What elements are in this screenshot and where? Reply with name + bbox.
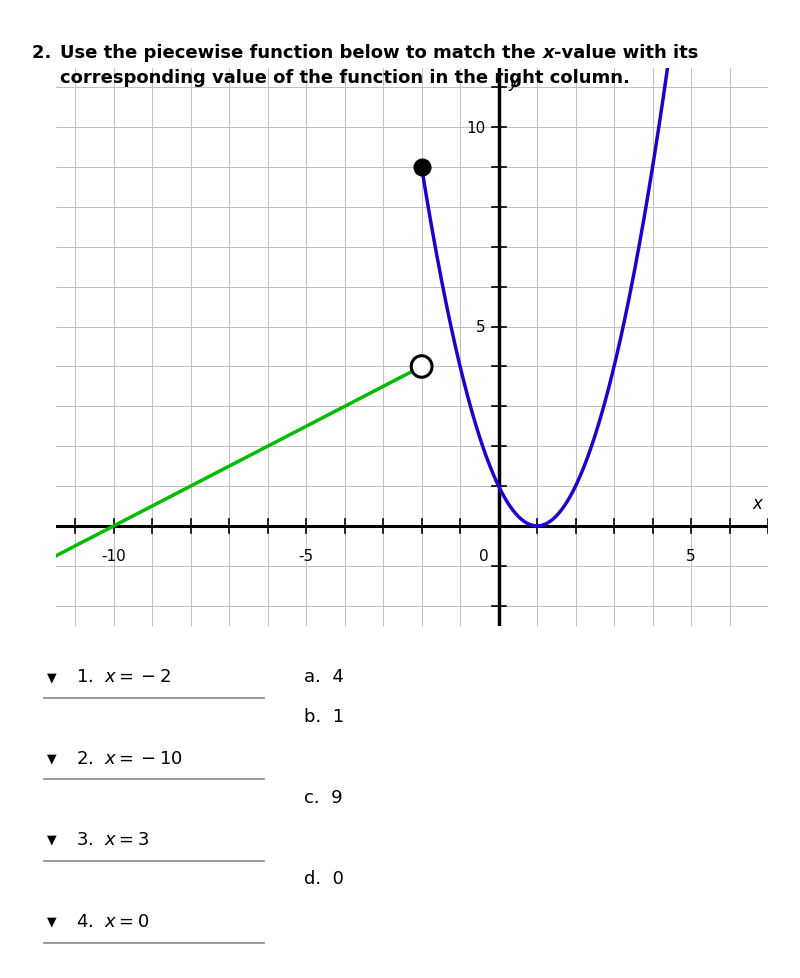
Text: ▼: ▼ bbox=[47, 670, 57, 684]
Text: Use the piecewise function below to match the: Use the piecewise function below to matc… bbox=[60, 44, 542, 62]
Text: 2.  $x = -10$: 2. $x = -10$ bbox=[76, 749, 183, 767]
Text: 5: 5 bbox=[475, 320, 485, 334]
Text: ▼: ▼ bbox=[47, 914, 57, 928]
Text: -5: -5 bbox=[298, 549, 314, 563]
Text: corresponding value of the function in the right column.: corresponding value of the function in t… bbox=[60, 68, 630, 86]
Text: 10: 10 bbox=[466, 120, 485, 136]
Circle shape bbox=[411, 356, 432, 378]
Text: -value with its: -value with its bbox=[554, 44, 698, 62]
Text: a.  4: a. 4 bbox=[304, 668, 344, 686]
Text: b.  1: b. 1 bbox=[304, 707, 344, 725]
Text: ▼: ▼ bbox=[47, 751, 57, 765]
Text: ▼: ▼ bbox=[47, 832, 57, 846]
Text: 1.  $x = -2$: 1. $x = -2$ bbox=[76, 668, 171, 686]
Text: 3.  $x = 3$: 3. $x = 3$ bbox=[76, 830, 150, 848]
Text: 5: 5 bbox=[686, 549, 696, 563]
Text: 0: 0 bbox=[479, 549, 489, 563]
Text: d.  0: d. 0 bbox=[304, 869, 344, 887]
Text: -10: -10 bbox=[102, 549, 126, 563]
Text: y: y bbox=[508, 72, 518, 90]
Text: x: x bbox=[752, 495, 762, 512]
Text: c.  9: c. 9 bbox=[304, 788, 342, 806]
Text: 4.  $x = 0$: 4. $x = 0$ bbox=[76, 912, 150, 930]
Text: x: x bbox=[542, 44, 554, 62]
Text: 2.: 2. bbox=[32, 44, 58, 62]
